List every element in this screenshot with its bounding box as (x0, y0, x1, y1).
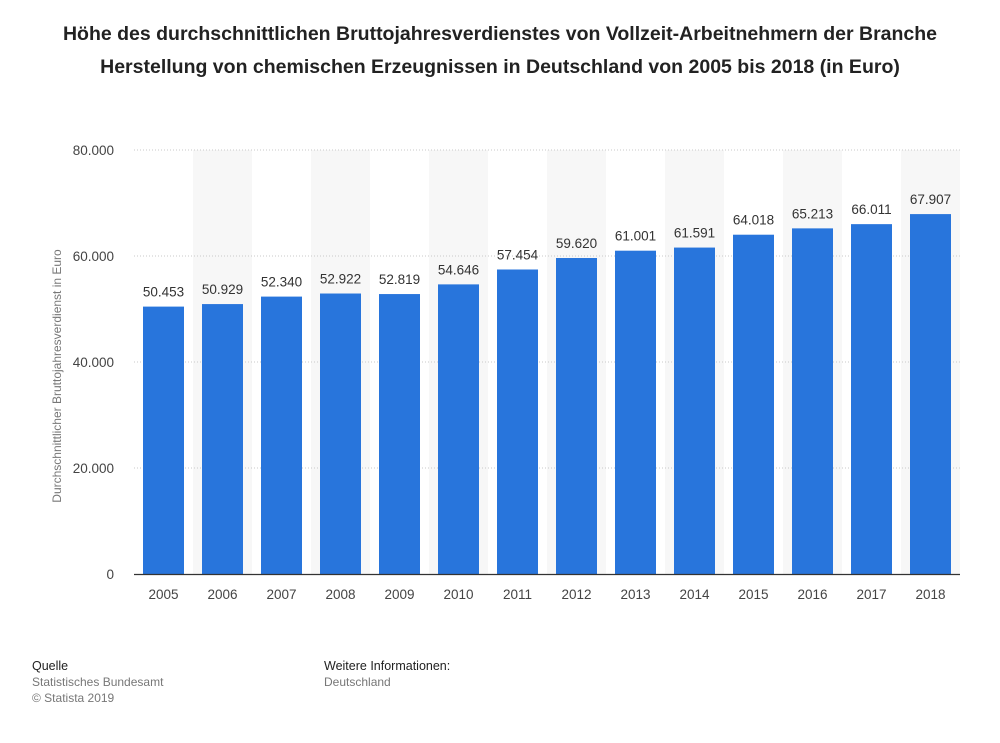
info-line: Deutschland (324, 675, 391, 689)
bar (792, 228, 833, 574)
data-label: 50.929 (202, 282, 243, 297)
y-axis-title: Durchschnittlicher Bruttojahresverdienst… (50, 249, 64, 503)
source-block: Quelle Statistisches Bundesamt © Statist… (32, 658, 163, 706)
data-label: 54.646 (438, 262, 479, 277)
data-label: 65.213 (792, 206, 833, 221)
x-tick-label: 2015 (738, 587, 768, 602)
x-tick-label: 2014 (679, 587, 710, 602)
bars (143, 214, 951, 575)
x-tick-label: 2018 (915, 587, 945, 602)
x-tick-label: 2011 (503, 587, 532, 602)
data-label: 61.001 (615, 229, 656, 244)
copyright-line: © Statista 2019 (32, 691, 115, 705)
y-tick-label: 0 (106, 567, 114, 582)
bar (497, 269, 538, 574)
bar (379, 294, 420, 574)
bar (674, 247, 715, 575)
bar (202, 304, 243, 574)
data-label: 52.340 (261, 275, 302, 290)
data-label: 59.620 (556, 236, 597, 251)
data-label: 67.907 (910, 192, 951, 207)
data-label: 57.454 (497, 247, 539, 262)
bar (851, 224, 892, 574)
x-tick-label: 2008 (325, 587, 355, 602)
bar (143, 306, 184, 574)
data-labels: 50.453 50.929 52.340 52.922 52.819 54.646 57.4… (143, 192, 951, 300)
x-tick-label: 2010 (443, 587, 473, 602)
bar (910, 214, 951, 574)
data-label: 50.453 (143, 285, 184, 300)
data-label: 52.819 (379, 272, 420, 287)
x-tick-label: 2005 (148, 587, 178, 602)
x-axis-ticks: 2005 2006 2007 2008 2009 2010 2011 2012 2013 2014… (148, 587, 945, 602)
info-block: Weitere Informationen: Deutschland (324, 658, 450, 690)
bar (261, 296, 302, 574)
x-tick-label: 2017 (856, 587, 886, 602)
bar-chart: 0 20.000 40.000 60.000 80.000 50.453 50.929 52… (50, 143, 960, 602)
bar (320, 293, 361, 574)
data-label: 61.591 (674, 226, 715, 241)
x-tick-label: 2006 (207, 587, 237, 602)
data-label: 66.011 (851, 202, 891, 217)
x-tick-label: 2012 (561, 587, 591, 602)
x-tick-label: 2016 (797, 587, 827, 602)
data-label: 64.018 (733, 213, 774, 228)
x-tick-label: 2013 (620, 587, 650, 602)
y-tick-label: 60.000 (73, 249, 114, 264)
bar (615, 250, 656, 574)
bar (556, 258, 597, 574)
info-heading[interactable]: Weitere Informationen: (324, 659, 451, 673)
y-axis-ticks: 0 20.000 40.000 60.000 80.000 (73, 143, 114, 582)
x-tick-label: 2007 (266, 587, 296, 602)
y-tick-label: 20.000 (73, 461, 114, 476)
y-tick-label: 80.000 (73, 143, 114, 158)
chart-title: Höhe des durchschnittlichen Bruttojahres… (62, 23, 938, 78)
source-heading: Quelle (32, 659, 69, 673)
y-tick-label: 40.000 (73, 355, 114, 370)
bar (733, 234, 774, 575)
source-line: Statistisches Bundesamt (32, 675, 164, 689)
x-tick-label: 2009 (384, 587, 414, 602)
data-label: 52.922 (320, 272, 361, 287)
bar (438, 284, 479, 574)
